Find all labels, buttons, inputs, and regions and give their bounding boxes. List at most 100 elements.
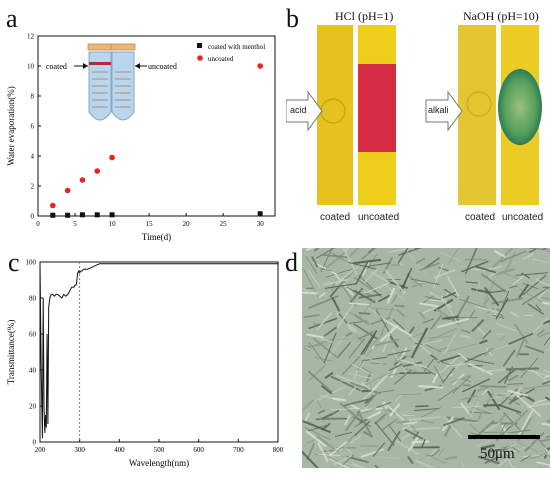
- crystal-needle: [394, 439, 420, 455]
- x-axis-label: Wavelength(nm): [129, 458, 189, 468]
- crystal-needle: [542, 380, 550, 385]
- crystal-needle: [305, 256, 318, 275]
- x-tick-label: 400: [114, 446, 125, 454]
- crystal-needle: [479, 339, 488, 345]
- legend-marker-coated: [197, 43, 202, 48]
- crystal-needle: [321, 385, 332, 395]
- crystal-needle: [422, 294, 436, 304]
- crystal-needle: [471, 319, 485, 333]
- data-point-coated: [79, 212, 85, 218]
- crystal-needle: [360, 330, 378, 355]
- panel-letter-c: c: [8, 248, 20, 277]
- crystal-needle: [401, 414, 415, 417]
- crystal-needle: [426, 447, 438, 460]
- crystal-needle: [510, 311, 520, 318]
- crystal-needle: [348, 262, 378, 270]
- crystal-needle: [460, 460, 466, 468]
- crystal-needle: [390, 347, 408, 378]
- crystal-needle: [466, 358, 495, 365]
- crystal-needle: [491, 422, 519, 425]
- crystal-needle: [476, 440, 493, 447]
- crystal-needle: [302, 399, 315, 411]
- crystal-needle: [438, 387, 458, 402]
- crystal-needle: [316, 312, 333, 330]
- crystal-needle: [415, 257, 426, 264]
- crystal-needle: [313, 322, 319, 329]
- crystal-needle: [401, 361, 423, 368]
- crystal-needle: [509, 285, 518, 289]
- crystal-needle: [401, 433, 411, 440]
- crystal-needle: [448, 343, 477, 352]
- crystal-needle: [356, 354, 384, 365]
- crystal-needle: [318, 292, 326, 298]
- crystal-needle: [422, 366, 436, 376]
- crystal-needle: [470, 406, 491, 414]
- crystal-needle: [438, 251, 462, 262]
- data-point-uncoated: [109, 154, 115, 161]
- crystal-needle: [368, 248, 375, 253]
- arrowhead-coated: [83, 63, 88, 69]
- crystal-needle: [394, 304, 405, 308]
- crystal-needle: [354, 420, 371, 437]
- crystal-needle: [522, 287, 549, 305]
- crystal-needle: [450, 375, 471, 383]
- data-point-coated: [109, 212, 115, 218]
- crystal-needle: [324, 332, 337, 363]
- crystal-needle: [519, 288, 542, 302]
- crystal-needle: [461, 329, 471, 334]
- crystal-needle: [302, 450, 319, 468]
- crystal-needle: [525, 345, 545, 354]
- alkali-arrow: [425, 90, 463, 132]
- crystal-needle: [528, 248, 549, 251]
- crystal-needle: [542, 320, 550, 325]
- crystal-needle: [511, 446, 520, 453]
- crystal-needle: [452, 405, 484, 409]
- crystal-needle: [410, 424, 421, 437]
- crystal-needle: [348, 386, 357, 397]
- crystal-needle: [341, 354, 362, 375]
- crystal-needle: [345, 331, 354, 337]
- crystal-needle: [477, 413, 482, 421]
- x-tick-label: 15: [146, 220, 154, 228]
- crystal-needle: [394, 394, 402, 402]
- crystal-needle: [490, 248, 514, 270]
- crystal-needle: [493, 250, 506, 258]
- crystal-needle: [487, 390, 501, 411]
- crystal-needle: [524, 384, 550, 390]
- crystal-needle: [313, 248, 320, 252]
- crystal-needle: [464, 248, 478, 275]
- crystal-needle: [408, 326, 415, 335]
- crystal-needle: [483, 421, 501, 434]
- strip-base-coated: [458, 25, 496, 205]
- crystal-needle: [383, 410, 390, 418]
- y-tick-label: 6: [31, 123, 35, 131]
- crystal-needle: [410, 339, 443, 348]
- crystal-needle: [362, 262, 370, 276]
- crystal-needle: [487, 447, 507, 450]
- crystal-needle: [367, 307, 388, 323]
- crystal-needle: [535, 279, 550, 287]
- crystal-needle: [543, 336, 550, 346]
- crystal-needle: [382, 318, 413, 337]
- crystal-needle: [394, 369, 412, 385]
- crystal-needle: [350, 381, 381, 395]
- crystal-needle: [532, 258, 550, 264]
- crystal-needle: [320, 338, 334, 343]
- crystal-needle: [423, 318, 434, 324]
- crystal-needle: [336, 304, 354, 329]
- crystal-needle: [508, 374, 519, 382]
- tube-label-uncoated: uncoated: [148, 62, 177, 71]
- y-axis-label: Transmittance(%): [6, 320, 16, 385]
- crystal-needle: [527, 303, 544, 315]
- crystal-needle: [499, 250, 527, 263]
- crystal-needle: [484, 348, 492, 357]
- crystal-needle: [399, 359, 428, 369]
- crystal-needle: [460, 395, 478, 401]
- crystal-needle: [308, 371, 334, 394]
- crystal-needle: [325, 251, 346, 269]
- crystal-needle: [386, 287, 396, 304]
- crystal-needle: [325, 268, 354, 278]
- crystal-needle: [374, 421, 395, 446]
- crystal-needle: [444, 288, 458, 298]
- crystal-needle: [433, 365, 445, 384]
